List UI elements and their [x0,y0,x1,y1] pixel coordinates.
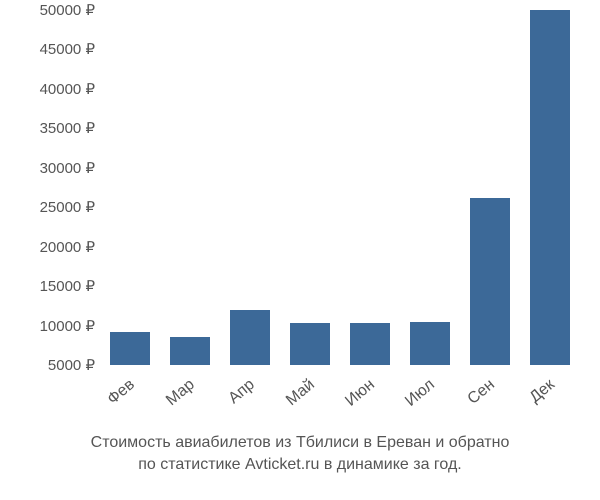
y-tick-label: 15000 ₽ [0,277,95,295]
x-tick-label: Июн [342,376,378,411]
bar [530,10,570,365]
x-tick-label: Сен [465,376,499,409]
bar [350,323,390,365]
y-tick-label: 30000 ₽ [0,159,95,177]
x-tick-label: Фев [104,376,138,409]
bars-container [100,10,580,365]
x-tick-label: Дек [527,376,559,407]
y-tick-label: 10000 ₽ [0,317,95,335]
y-tick-label: 45000 ₽ [0,40,95,58]
bar [470,198,510,365]
bar [110,332,150,365]
price-bar-chart: 5000 ₽ 10000 ₽ 15000 ₽ 20000 ₽ 25000 ₽ 30000 … [0,0,600,420]
caption-line-1: Стоимость авиабилетов из Тбилиси в Ерева… [91,434,510,451]
y-axis: 5000 ₽10000 ₽15000 ₽20000 ₽25000 ₽30000 … [0,10,95,365]
y-tick-label: 25000 ₽ [0,198,95,216]
y-tick-label: 35000 ₽ [0,119,95,137]
x-axis: Фев Мар Апр Май Июн Июл Сен Дек [100,370,580,420]
y-tick-label: 5000 ₽ [0,356,95,374]
bar [230,310,270,365]
y-tick-label: 20000 ₽ [0,238,95,256]
x-tick-label: Апр [225,376,258,408]
y-tick-label: 50000 ₽ [0,1,95,19]
x-tick-label: Мар [163,376,199,410]
bar [170,337,210,365]
x-tick-label: Май [283,376,319,410]
bar [410,322,450,365]
bar [290,323,330,365]
chart-caption: Стоимость авиабилетов из Тбилиси в Ерева… [0,432,600,475]
plot-area [100,10,580,365]
caption-line-2: по статистике Avticket.ru в динамике за … [138,456,462,473]
x-tick-label: Июл [402,376,438,411]
y-tick-label: 40000 ₽ [0,80,95,98]
